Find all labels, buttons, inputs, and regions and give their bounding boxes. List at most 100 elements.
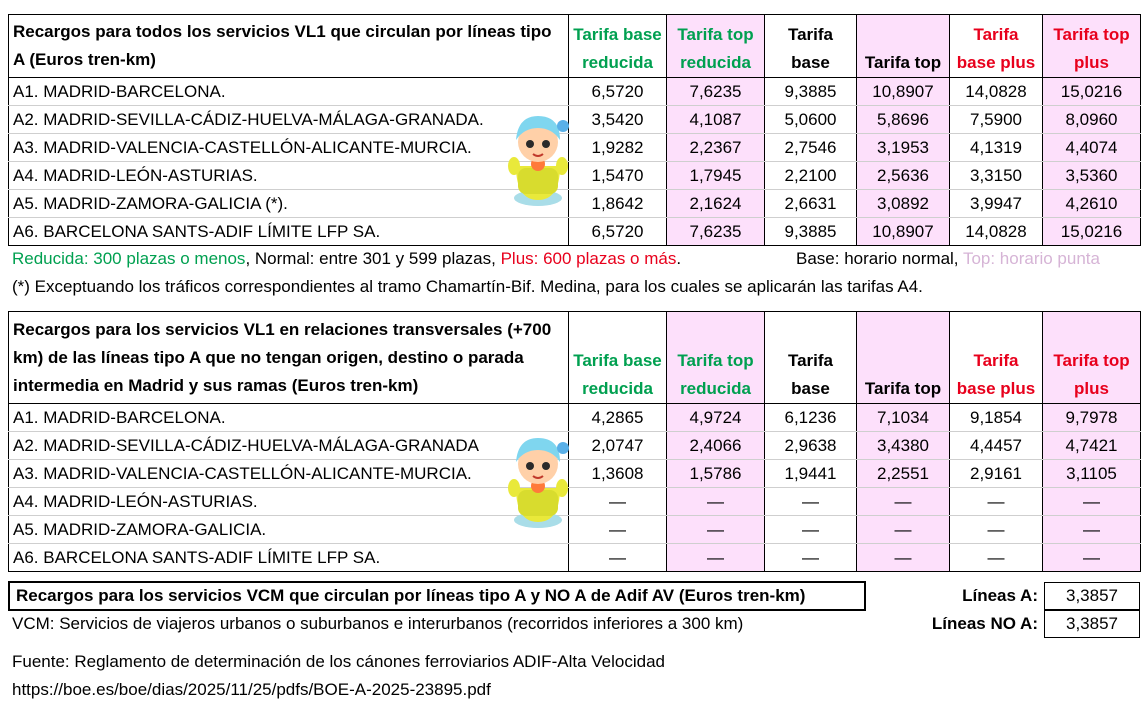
col-header-base-reducida: Tarifa base reducida xyxy=(568,14,667,78)
table-cell-value: — xyxy=(1042,487,1141,516)
table-cell-value: — xyxy=(949,543,1043,572)
table-cell-value: 3,0892 xyxy=(856,189,950,218)
table-cell-value: 1,3608 xyxy=(568,459,667,488)
table-cell-value: 7,5900 xyxy=(949,105,1043,134)
row-line-name: A1. MADRID-BARCELONA. xyxy=(8,77,569,106)
table-cell-value: 4,9724 xyxy=(666,403,765,432)
table2-body: A1. MADRID-BARCELONA. 4,2865 4,9724 6,1236 7… xyxy=(8,403,1141,572)
table-vl1-lineas-a: Recargos para todos los servicios VL1 qu… xyxy=(8,14,1141,246)
legend-schedule: Base: horario normal, Top: horario punta xyxy=(796,249,1100,269)
table-cell-value: 2,5636 xyxy=(856,161,950,190)
legend-reducida: Reducida: 300 plazas o menos xyxy=(12,249,246,268)
table-row: A2. MADRID-SEVILLA-CÁDIZ-HUELVA-MÁLAGA-G… xyxy=(8,105,1141,134)
table-cell-value: 1,9441 xyxy=(764,459,857,488)
table-cell-value: 4,1319 xyxy=(949,133,1043,162)
table-cell-value: 4,4457 xyxy=(949,431,1043,460)
table-row: A4. MADRID-LEÓN-ASTURIAS. 1,5470 1,7945 2,2… xyxy=(8,161,1141,190)
vcm-title: Recargos para los servicios VCM que circ… xyxy=(8,581,866,611)
row-line-name: A5. MADRID-ZAMORA-GALICIA (*). xyxy=(8,189,569,218)
lineas-no-a-value: 3,3857 xyxy=(1044,610,1140,638)
table-cell-value: 1,9282 xyxy=(568,133,667,162)
col-header-top: Tarifa top xyxy=(856,14,950,78)
table1-body: A1. MADRID-BARCELONA. 6,5720 7,6235 9,3885 1… xyxy=(8,77,1141,246)
table-cell-value: 10,8907 xyxy=(856,217,950,246)
table-cell-value: — xyxy=(1042,543,1141,572)
row-line-name: A1. MADRID-BARCELONA. xyxy=(8,403,569,432)
row-line-name: A4. MADRID-LEÓN-ASTURIAS. xyxy=(8,161,569,190)
legend-line: Reducida: 300 plazas o menos, Normal: en… xyxy=(12,249,1142,269)
table-cell-value: 4,2610 xyxy=(1042,189,1141,218)
table-cell-value: 2,9161 xyxy=(949,459,1043,488)
table-cell-value: 6,1236 xyxy=(764,403,857,432)
table-cell-value: 2,1624 xyxy=(666,189,765,218)
table-cell-value: 5,8696 xyxy=(856,105,950,134)
legend-plus: Plus: 600 plazas o más xyxy=(500,249,677,268)
source-line-2: https://boe.es/boe/dias/2025/11/25/pdfs/… xyxy=(12,680,491,699)
vcm-description: VCM: Servicios de viajeros urbanos o sub… xyxy=(12,614,744,633)
table-cell-value: — xyxy=(856,515,950,544)
table-cell-value: 4,4074 xyxy=(1042,133,1141,162)
table-row: A4. MADRID-LEÓN-ASTURIAS. — — — — — — xyxy=(8,487,1141,516)
row-line-name: A5. MADRID-ZAMORA-GALICIA. xyxy=(8,515,569,544)
row-line-name: A2. MADRID-SEVILLA-CÁDIZ-HUELVA-MÁLAGA-G… xyxy=(8,431,569,460)
col-header-top-reducida: Tarifa top reducida xyxy=(666,311,765,404)
col-header-top-plus: Tarifa top plus xyxy=(1042,311,1141,404)
table-cell-value: 2,7546 xyxy=(764,133,857,162)
table-cell-value: 3,5360 xyxy=(1042,161,1141,190)
toy-figure-illustration xyxy=(508,116,569,206)
table-cell-value: 3,1953 xyxy=(856,133,950,162)
table-cell-value: — xyxy=(949,487,1043,516)
table-cell-value: 2,0747 xyxy=(568,431,667,460)
table-cell-value: 2,6631 xyxy=(764,189,857,218)
table-cell-value: 7,6235 xyxy=(666,77,765,106)
row-line-name: A4. MADRID-LEÓN-ASTURIAS. xyxy=(8,487,569,516)
table-cell-value: 15,0216 xyxy=(1042,217,1141,246)
col-header-base: Tarifa base xyxy=(764,14,857,78)
col-header-top-plus: Tarifa top plus xyxy=(1042,14,1141,78)
lineas-a-label: Líneas A: xyxy=(962,586,1038,605)
table-cell-value: 6,5720 xyxy=(568,217,667,246)
table-row: A3. MADRID-VALENCIA-CASTELLÓN-ALICANTE-M… xyxy=(8,133,1141,162)
table-row: A5. MADRID-ZAMORA-GALICIA. — — — — — — xyxy=(8,515,1141,544)
lineas-no-a-label: Líneas NO A: xyxy=(931,614,1038,633)
table-cell-value: — xyxy=(568,487,667,516)
col-header-base-plus: Tarifa base plus xyxy=(949,14,1043,78)
col-header-base-reducida: Tarifa base reducida xyxy=(568,311,667,404)
table-cell-value: 3,5420 xyxy=(568,105,667,134)
table-cell-value: 1,5786 xyxy=(666,459,765,488)
table-row: A6. BARCELONA SANTS-ADIF LÍMITE LFP SA. —… xyxy=(8,543,1141,572)
legend-top: Top: horario punta xyxy=(962,249,1100,268)
table-cell-value: — xyxy=(764,543,857,572)
table-cell-value: — xyxy=(568,543,667,572)
table-cell-value: — xyxy=(1042,515,1141,544)
table1-title: Recargos para todos los servicios VL1 qu… xyxy=(8,14,569,78)
table-cell-value: 6,5720 xyxy=(568,77,667,106)
table-cell-value: 15,0216 xyxy=(1042,77,1141,106)
legend-base: Base: horario normal, xyxy=(796,249,963,268)
table-cell-value: — xyxy=(764,515,857,544)
table-cell-value: 9,3885 xyxy=(764,77,857,106)
row-line-name: A3. MADRID-VALENCIA-CASTELLÓN-ALICANTE-M… xyxy=(8,459,569,488)
table-row: A2. MADRID-SEVILLA-CÁDIZ-HUELVA-MÁLAGA-G… xyxy=(8,431,1141,460)
row-line-name: A3. MADRID-VALENCIA-CASTELLÓN-ALICANTE-M… xyxy=(8,133,569,162)
table-cell-value: — xyxy=(856,543,950,572)
col-header-top: Tarifa top xyxy=(856,311,950,404)
table-cell-value: 8,0960 xyxy=(1042,105,1141,134)
table-cell-value: — xyxy=(949,515,1043,544)
legend-period: . xyxy=(676,249,682,268)
table-cell-value: 10,8907 xyxy=(856,77,950,106)
table-cell-value: 1,7945 xyxy=(666,161,765,190)
table-cell-value: 3,3150 xyxy=(949,161,1043,190)
table-cell-value: — xyxy=(666,487,765,516)
table-cell-value: 1,5470 xyxy=(568,161,667,190)
table-cell-value: 14,0828 xyxy=(949,217,1043,246)
table-vl1-transversales: Recargos para los servicios VL1 en relac… xyxy=(8,311,1141,572)
table-cell-value: — xyxy=(764,487,857,516)
table-cell-value: 1,8642 xyxy=(568,189,667,218)
table-cell-value: 14,0828 xyxy=(949,77,1043,106)
table-cell-value: 5,0600 xyxy=(764,105,857,134)
table-cell-value: — xyxy=(568,515,667,544)
table-cell-value: 4,2865 xyxy=(568,403,667,432)
col-header-base-plus: Tarifa base plus xyxy=(949,311,1043,404)
col-header-top-reducida: Tarifa top reducida xyxy=(666,14,765,78)
